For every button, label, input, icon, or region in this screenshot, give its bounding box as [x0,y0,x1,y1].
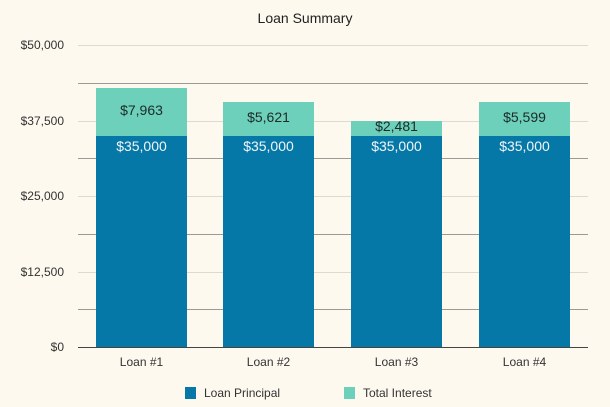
data-label: $35,000 [243,137,294,154]
y-tick-label: $12,500 [20,264,64,279]
x-tick-label: Loan #2 [246,355,291,369]
gridline [78,196,588,197]
data-label: $5,621 [247,108,290,125]
x-tick-label: Loan #4 [502,355,547,369]
y-tick-label: $25,000 [20,189,64,203]
principal-segment[interactable]: $35,000 [479,135,570,347]
bar-2[interactable]: $35,000 $5,621 [223,101,314,347]
data-label: $35,000 [116,137,167,154]
x-tick-label: Loan #3 [374,355,419,369]
data-label: $35,000 [499,137,550,154]
gridline [78,158,588,159]
legend-label: Total Interest [363,386,432,400]
gridline [78,309,588,310]
principal-segment[interactable]: $35,000 [351,135,442,347]
interest-segment[interactable]: $2,481 [351,118,442,136]
legend-item-interest[interactable]: Total Interest [344,386,432,400]
data-label: $5,599 [503,108,546,125]
bar-4[interactable]: $35,000 $5,599 [479,101,570,347]
x-tick-label: Loan #1 [119,355,164,369]
interest-segment[interactable]: $7,963 [96,87,187,136]
principal-segment[interactable]: $35,000 [223,135,314,347]
gridline [78,121,588,122]
gridline [78,234,588,235]
bar-3[interactable]: $35,000 $2,481 [351,118,442,347]
legend-label: Loan Principal [204,386,281,400]
y-tick-label: $50,000 [20,38,64,52]
y-tick-label: $0 [50,340,64,354]
gridline [78,83,588,84]
legend-swatch-principal [185,387,196,399]
legend-swatch-interest [344,387,355,399]
data-label: $2,481 [375,118,418,135]
legend-item-principal[interactable]: Loan Principal [185,386,280,400]
gridline [78,272,588,273]
principal-segment[interactable]: $35,000 [96,135,187,347]
data-label: $35,000 [371,137,422,154]
x-axis-line [78,347,588,348]
interest-segment[interactable]: $5,599 [479,101,570,136]
bar-1[interactable]: $35,000 $7,963 [96,87,187,347]
y-tick-label: $37,500 [20,113,64,128]
data-label: $7,963 [120,101,163,118]
gridline [78,45,588,46]
chart-title: Loan Summary [257,10,353,26]
interest-segment[interactable]: $5,621 [223,101,314,136]
